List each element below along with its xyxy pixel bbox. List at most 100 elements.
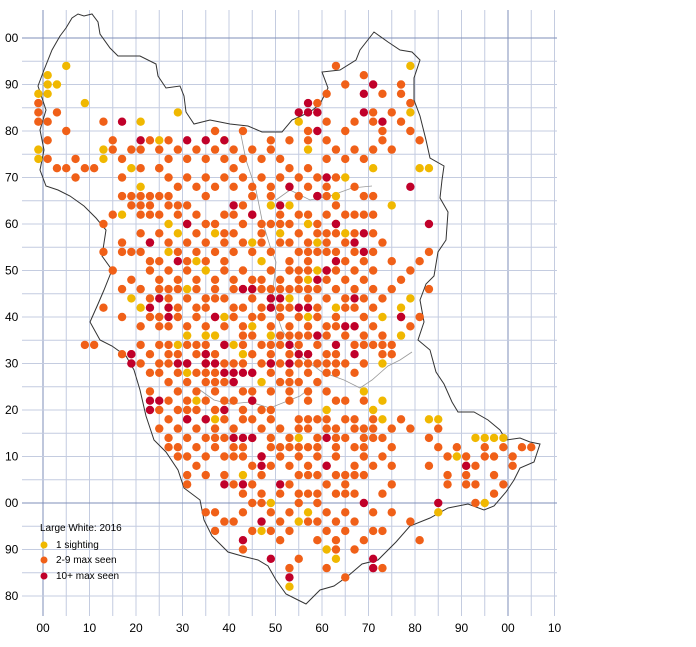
sighting-dot-many — [359, 89, 369, 99]
sighting-dot-few — [192, 350, 201, 359]
sighting-dot-many — [313, 108, 322, 117]
sighting-dot-one — [452, 452, 462, 461]
sighting-dot-few — [350, 145, 359, 154]
sighting-dot-many — [341, 322, 350, 331]
sighting-dot-many — [285, 573, 294, 582]
sighting-dot-one — [220, 312, 229, 322]
sighting-dot-few — [192, 275, 201, 284]
sighting-dot-few — [89, 340, 99, 350]
sighting-dot-few — [341, 526, 350, 536]
sighting-dot-few — [406, 98, 415, 108]
sighting-dot-few — [378, 238, 387, 247]
sighting-dot-few — [368, 247, 378, 257]
sighting-dot-few — [127, 201, 136, 210]
sighting-dot-few — [266, 405, 276, 415]
sighting-dot-one — [303, 312, 313, 322]
sighting-dot-few — [182, 396, 192, 405]
sighting-dot-one — [210, 331, 220, 340]
sighting-dot-many — [229, 201, 238, 210]
sighting-dot-many — [229, 368, 238, 377]
sighting-dot-one — [192, 396, 201, 405]
sighting-dot-many — [275, 294, 285, 303]
sighting-dot-few — [266, 182, 276, 191]
sighting-dot-few — [210, 182, 220, 191]
sighting-dot-few — [461, 470, 471, 480]
legend-label-few: 2-9 max seen — [56, 555, 117, 566]
sighting-dot-few — [499, 480, 508, 489]
sighting-dot-few — [136, 359, 145, 368]
sighting-dot-many — [220, 480, 229, 489]
sighting-dot-few — [238, 201, 248, 210]
sighting-dot-few — [145, 294, 155, 303]
sighting-dot-few — [238, 173, 248, 182]
sighting-dot-few — [99, 247, 108, 257]
sighting-dot-many — [248, 368, 257, 377]
sighting-dot-few — [350, 443, 359, 452]
sighting-dot-few — [378, 294, 387, 303]
sighting-dot-few — [155, 229, 164, 238]
sighting-dot-few — [294, 275, 303, 284]
sighting-dot-few — [303, 164, 313, 173]
sighting-dot-one — [62, 61, 71, 71]
sighting-dot-few — [257, 303, 266, 312]
sighting-dot-few — [313, 229, 322, 238]
sighting-dot-few — [359, 452, 369, 461]
sighting-dot-few — [71, 154, 80, 164]
sighting-dot-few — [117, 154, 127, 164]
sighting-dot-few — [192, 368, 201, 377]
sighting-dot-few — [117, 247, 127, 257]
sighting-dot-few — [489, 452, 499, 461]
sighting-dot-few — [192, 210, 201, 219]
sighting-dot-few — [108, 210, 117, 219]
sighting-dot-many — [248, 433, 257, 443]
sighting-dot-few — [313, 219, 322, 229]
sighting-dot-one — [173, 108, 183, 117]
sighting-dot-few — [527, 443, 536, 452]
sighting-dot-few — [164, 136, 173, 145]
sighting-dot-many — [359, 229, 369, 238]
sighting-dot-few — [201, 396, 210, 405]
sighting-dot-few — [173, 247, 183, 257]
sighting-dot-few — [275, 452, 285, 461]
sighting-dot-few — [303, 461, 313, 470]
sighting-dot-many — [257, 461, 266, 470]
sighting-dot-few — [303, 210, 313, 219]
sighting-dot-few — [220, 415, 229, 424]
sighting-dot-few — [210, 368, 220, 377]
y-tick-label: 80 — [5, 589, 19, 603]
sighting-dot-few — [331, 443, 341, 452]
sighting-dot-few — [220, 359, 229, 368]
sighting-dot-few — [248, 461, 257, 470]
sighting-dot-many — [322, 173, 331, 182]
sighting-dot-many — [127, 350, 136, 359]
y-tick-label: 60 — [5, 217, 19, 231]
sighting-dot-many — [359, 108, 369, 117]
sighting-dot-few — [294, 452, 303, 461]
sighting-dot-few — [201, 377, 210, 387]
sighting-dot-few — [275, 275, 285, 284]
legend: Large White: 2016 1 sighting 2-9 max see… — [40, 523, 122, 582]
sighting-dot-many — [275, 201, 285, 210]
sighting-dot-few — [331, 536, 341, 545]
legend-label-many: 10+ max seen — [56, 571, 119, 582]
sighting-dot-one — [341, 173, 350, 182]
sighting-dot-few — [108, 145, 117, 154]
sighting-dot-few — [331, 61, 341, 71]
sighting-dot-few — [406, 517, 415, 526]
sighting-dot-few — [285, 322, 294, 331]
sighting-dot-one — [229, 340, 238, 350]
sighting-dot-few — [182, 322, 192, 331]
sighting-dot-few — [341, 470, 350, 480]
sighting-dot-few — [359, 210, 369, 219]
sighting-dot-many — [313, 275, 322, 284]
sighting-dot-few — [303, 257, 313, 266]
sighting-dot-few — [108, 266, 117, 275]
sighting-dot-one — [210, 229, 220, 238]
sighting-dot-few — [303, 415, 313, 424]
sighting-dot-few — [99, 303, 108, 312]
y-tick-label: 80 — [5, 124, 19, 138]
sighting-dot-few — [350, 284, 359, 294]
sighting-dot-many — [127, 359, 136, 368]
sighting-dot-few — [350, 247, 359, 257]
sighting-dot-few — [220, 377, 229, 387]
